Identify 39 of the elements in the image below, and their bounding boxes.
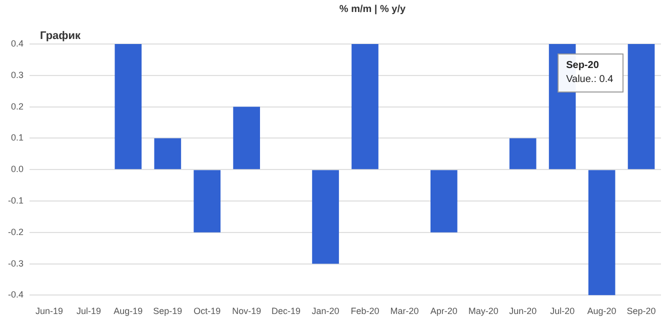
annotation: Sep-20: [566, 60, 600, 71]
bar: [114, 44, 142, 170]
annotation: Value.: 0.4: [566, 74, 614, 85]
y-tick-label: 0.4: [10, 38, 24, 48]
bar: [233, 106, 260, 170]
y-tick-label: 0.2: [10, 101, 24, 112]
y-tick-label: -0.2: [8, 226, 24, 237]
x-tick-label: May-20: [468, 306, 498, 316]
x-tick-label: Oct-19: [194, 306, 221, 316]
x-tick-label: Dec-19: [272, 306, 301, 316]
chart-title: График: [40, 30, 81, 42]
x-tick-label: Sep-20: [626, 306, 656, 316]
y-tick-label: 0.1: [10, 132, 24, 143]
y-tick-label: -0.1: [8, 195, 24, 206]
x-tick-label: Jul-20: [550, 306, 575, 316]
x-tick-label: Feb-20: [350, 306, 380, 316]
y-tick-label: -0.4: [8, 290, 24, 300]
x-tick-label: Aug-20: [587, 306, 616, 316]
bar: [312, 170, 339, 264]
x-tick-label: Sep-19: [153, 306, 182, 316]
bar: [588, 170, 616, 296]
x-tick-label: Jul-19: [76, 306, 101, 316]
chart-subtitle: % m/m | % y/y: [338, 4, 407, 15]
x-tick-label: Apr-20: [430, 306, 458, 316]
x-tick-label: Mar-20: [390, 306, 419, 316]
bar: [194, 170, 221, 232]
bar: [430, 170, 458, 232]
y-tick-label: 0.0: [10, 164, 24, 174]
x-tick-label: Aug-19: [114, 306, 143, 316]
y-tick-label: -0.3: [8, 258, 24, 268]
x-tick-label: Nov-19: [232, 306, 262, 316]
x-tick-label: Jun-20: [509, 306, 537, 316]
bar: [628, 44, 655, 170]
x-tick-label: Jan-20: [312, 306, 340, 316]
y-tick-label: 0.3: [10, 70, 24, 80]
bar: [509, 138, 536, 170]
bar: [352, 44, 378, 170]
bar: [154, 138, 182, 170]
x-tick-label: Jun-19: [35, 306, 64, 316]
